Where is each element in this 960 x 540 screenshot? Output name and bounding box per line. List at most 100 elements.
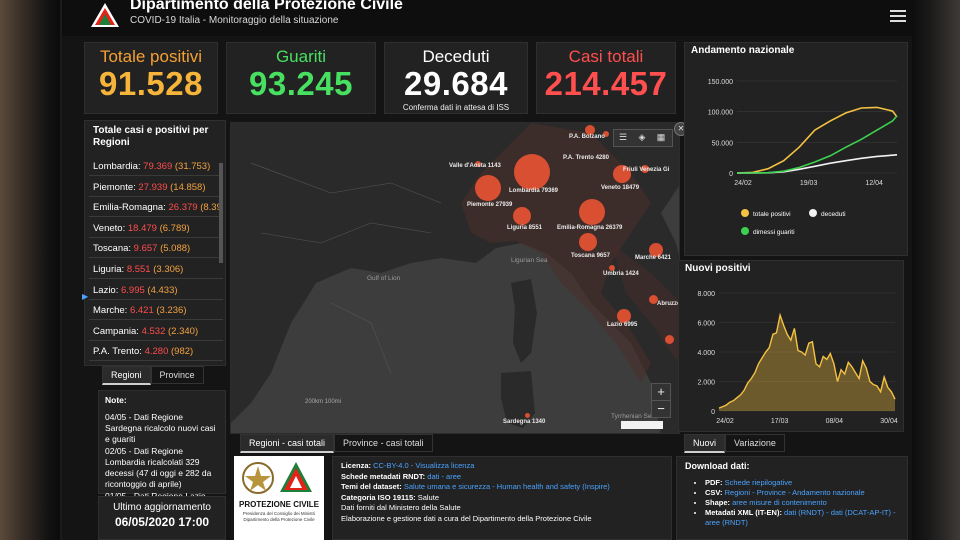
bubble-marche[interactable]: [649, 243, 663, 257]
region-positive: (4.433): [147, 284, 178, 296]
map-region-label: Friuli Venezia Gi: [623, 167, 670, 173]
last-update-panel: Ultimo aggiornamento 06/05/2020 17:00: [98, 496, 226, 540]
region-list-scrollbar[interactable]: [219, 163, 223, 263]
region-total: 6.995: [121, 284, 145, 296]
chart-andamento-nazionale: Andamento nazionale 150.000 100.000 50.000…: [684, 42, 908, 256]
region-row[interactable]: Lombardia: 79.369 (31.753): [89, 157, 223, 176]
tab-nuovi[interactable]: Nuovi: [684, 434, 726, 453]
region-positive: (5.088): [160, 243, 191, 255]
region-total: 8.551: [126, 264, 151, 275]
map-region-label: Lombardia 79369: [509, 188, 559, 194]
tab-variazione[interactable]: Variazione: [725, 434, 785, 452]
region-row[interactable]: Liguria: 8.551 (3.306): [89, 260, 223, 279]
map-region-label: Marche 6421: [635, 255, 672, 261]
tab-regioni-casi-totali[interactable]: Regioni - casi totali: [240, 434, 335, 453]
bubble-liguria[interactable]: [513, 207, 531, 225]
bubble-piemonte[interactable]: [475, 175, 501, 201]
x-tick-label: 30/04: [880, 418, 898, 425]
region-row[interactable]: Toscana: 9.657 (5.088): [89, 239, 223, 259]
map-region-label: Veneto 18479: [601, 185, 640, 191]
kpi-value: 91.528: [99, 65, 203, 102]
regions-panel: Totale casi e positivi per Regioni Lomba…: [84, 120, 226, 366]
region-name: Lazio:: [93, 284, 119, 296]
info-row: Dati forniti dal Ministero della Salute: [341, 503, 461, 512]
region-row[interactable]: Marche: 6.421 (3.236): [89, 301, 223, 321]
region-total: 6.421: [129, 305, 154, 317]
region-positive: (14.858): [170, 181, 206, 193]
last-update-value: 06/05/2020 17:00: [114, 515, 210, 529]
shape-link[interactable]: aree misure di contenimento: [732, 497, 827, 507]
map-region-label: P.A. Bolzano: [569, 134, 605, 140]
zoom-in-button[interactable]: +: [651, 383, 671, 401]
region-positive: (6.789): [159, 222, 190, 234]
legend-label[interactable]: totale positivi: [753, 211, 791, 218]
license-link[interactable]: CC-BY-4.0 - Visualizza licenza: [373, 461, 475, 470]
tab-regioni[interactable]: Regioni: [102, 366, 151, 385]
map-sea-label: Gulf of Lion: [367, 275, 401, 282]
bubble-lazio[interactable]: [617, 309, 631, 323]
bubble-veneto[interactable]: [613, 165, 631, 183]
info-row: Schede metadati RNDT: dati - aree: [341, 471, 462, 481]
csv-link[interactable]: Regioni - Province - Andamento nazionale: [724, 487, 865, 497]
note-line: 04/05 - Dati Regione Sardegna ricalcolo …: [105, 412, 216, 444]
italy-map[interactable]: P.A. Bolzano P.A. Trento 4280 Valle d'Aost…: [230, 122, 680, 434]
map-region-label: Piemonte 27939: [467, 202, 513, 208]
tab-province[interactable]: Province: [150, 366, 204, 384]
area-fill: [719, 315, 895, 411]
chart-title: Andamento nazionale: [691, 45, 795, 56]
bubble-emilia-romagna[interactable]: [579, 199, 605, 225]
region-row[interactable]: Campania: 4.532 (2.340): [89, 322, 223, 341]
area-line: [718, 312, 896, 409]
legend-dot: [741, 227, 749, 235]
bubble-campania[interactable]: [665, 335, 674, 344]
region-row[interactable]: P.A. Trento: 4.280 (982): [89, 342, 223, 362]
info-row: Categoria ISO 19115: Salute: [341, 492, 439, 502]
tab-province-casi-totali[interactable]: Province - casi totali: [334, 434, 433, 452]
zoom-out-button[interactable]: −: [651, 400, 671, 418]
series-line-0: [736, 106, 898, 174]
page-title: Dipartimento della Protezione Civile: [130, 0, 403, 13]
y-tick-label: 150.000: [708, 79, 733, 86]
hamburger-menu-icon[interactable]: [890, 10, 906, 24]
layers-icon[interactable]: ◈: [638, 132, 646, 142]
region-row[interactable]: Emilia-Romagna: 26.379 (8.391): [89, 198, 223, 218]
download-heading: Download dati:: [685, 461, 750, 471]
bubble-umbria[interactable]: [609, 265, 615, 271]
bubble-sardegna[interactable]: [525, 413, 530, 418]
region-positive: (2.340): [168, 325, 199, 337]
region-total: 26.379: [168, 202, 198, 214]
kpi-value: 29.684: [404, 65, 508, 102]
legend-label[interactable]: deceduti: [821, 211, 846, 218]
legend-dot: [741, 209, 749, 217]
region-positive: (982): [171, 346, 194, 358]
region-positive: (8.391): [200, 202, 223, 214]
region-row[interactable]: Lazio: 6.995 (4.433): [89, 281, 223, 300]
basemap-gallery-icon[interactable]: ▦: [656, 132, 666, 142]
list-expand-icon[interactable]: ▶: [82, 292, 89, 301]
bubble-abruzzo[interactable]: [649, 295, 658, 304]
region-name: P.A. Trento:: [93, 346, 142, 358]
legend-label[interactable]: dimessi guariti: [753, 229, 795, 236]
x-tick-label: 24/02: [716, 418, 734, 425]
list-icon[interactable]: ☰: [618, 132, 628, 142]
region-row[interactable]: Veneto: 18.479 (6.789): [89, 219, 223, 238]
kpi-value: 214.457: [544, 65, 668, 102]
kpi-label: Guariti: [275, 47, 327, 66]
bubble-trento[interactable]: [585, 125, 595, 135]
pdf-link[interactable]: Schede riepilogative: [724, 477, 793, 487]
themes-link[interactable]: Salute umana e sicurezza - Human health …: [403, 482, 610, 491]
bubble-bolzano[interactable]: [603, 131, 609, 137]
map-toolbar: ☰ ◈ ▦: [613, 129, 673, 147]
region-name: Emilia-Romagna:: [93, 202, 166, 214]
bubble-lombardia[interactable]: [514, 154, 550, 190]
download-item: CSV: Regioni - Province - Andamento nazi…: [705, 488, 899, 498]
xml-link[interactable]: dati (RNDT) - dati (DCAT-AP-IT) - aree (…: [705, 507, 896, 527]
rndt-link[interactable]: dati - aree: [427, 471, 462, 481]
bubble-valle-aosta[interactable]: [475, 161, 481, 167]
x-tick-label: 24/02: [734, 180, 752, 187]
y-tick-label: 2.000: [697, 380, 715, 387]
x-tick-label: 19/03: [800, 180, 818, 187]
bubble-friuli[interactable]: [641, 165, 649, 173]
bubble-toscana[interactable]: [579, 233, 597, 251]
region-row[interactable]: Piemonte: 27.939 (14.858): [89, 178, 223, 197]
